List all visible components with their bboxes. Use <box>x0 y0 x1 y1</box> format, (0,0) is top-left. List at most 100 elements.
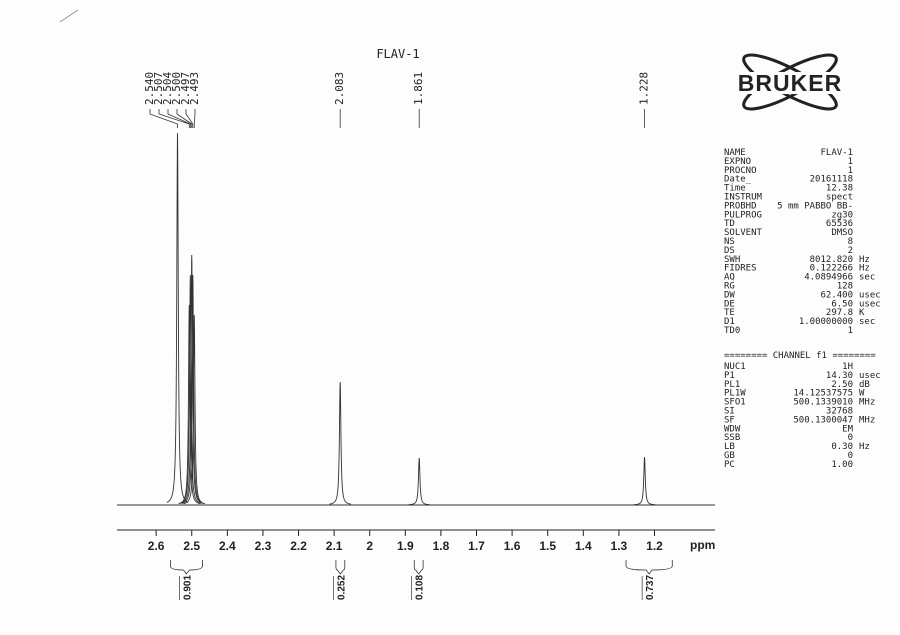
param-name: AQ <box>724 273 735 283</box>
pen-stroke <box>59 9 79 23</box>
param-value: 1.00 <box>831 460 853 470</box>
param-name: SOLVENT <box>724 228 763 238</box>
param-value: 500.1300047 <box>793 415 853 425</box>
param-unit: usec <box>859 371 881 381</box>
peak-label: 2.083 <box>333 72 346 105</box>
peak-label: 1.228 <box>638 72 651 105</box>
param-name: TE <box>724 308 735 318</box>
integral-bracket <box>169 560 203 575</box>
param-value: 128 <box>837 282 853 292</box>
param-name: LB <box>724 442 735 452</box>
param-value: 8 <box>848 237 853 247</box>
param-value: 6.50 <box>831 299 853 309</box>
param-value: 1 <box>848 166 853 176</box>
param-unit: Hz <box>859 264 870 274</box>
integral-value: 0.901 <box>182 575 193 600</box>
param-value: 0 <box>848 433 853 443</box>
param-name: EXPNO <box>724 157 751 167</box>
param-name: PC <box>724 460 735 470</box>
param-name: PROCNO <box>724 166 757 176</box>
param-unit: MHz <box>859 398 875 408</box>
x-tick-label: 2.4 <box>219 539 236 553</box>
integral-value: 0.252 <box>336 575 347 600</box>
peak-label: 2.493 <box>188 72 201 105</box>
integral-bracket <box>335 560 346 575</box>
param-name: TD <box>724 219 735 229</box>
param-value: 2.50 <box>831 380 853 390</box>
param-name: SWH <box>724 255 740 265</box>
peak-label: 1.861 <box>412 72 425 105</box>
x-tick-label: 1.4 <box>575 539 592 553</box>
x-tick-label: 1.3 <box>611 539 628 553</box>
param-name: DW <box>724 290 735 300</box>
param-value: 1H <box>842 362 853 372</box>
peak <box>329 381 351 505</box>
x-tick-label: 1.9 <box>397 539 414 553</box>
param-name: RG <box>724 282 735 292</box>
param-value: 0.122266 <box>810 264 853 274</box>
integral-bracket <box>413 560 424 575</box>
param-value: 1 <box>848 157 853 167</box>
channel-header: ======== CHANNEL f1 ======== <box>724 351 876 361</box>
peak-label-leader <box>185 109 194 128</box>
param-name: GB <box>724 451 735 461</box>
param-unit: MHz <box>859 415 875 425</box>
param-unit: dB <box>859 380 870 390</box>
param-name: SFO1 <box>724 398 746 408</box>
param-name: SI <box>724 407 735 417</box>
x-tick-label: 2.3 <box>255 539 272 553</box>
logo-text: BRUKER <box>738 70 842 96</box>
param-unit: usec <box>859 299 881 309</box>
x-tick-label: 1.6 <box>504 539 521 553</box>
param-name: NS <box>724 237 735 247</box>
peak-label-leader <box>193 109 196 128</box>
peak-label: 2.540 <box>143 72 156 105</box>
param-value: 8012.820 <box>810 255 853 265</box>
x-tick-label: 2 <box>366 539 373 553</box>
param-value: zg30 <box>831 210 853 220</box>
bruker-logo: BRUKER <box>722 53 858 111</box>
x-tick-label: 1.8 <box>433 539 450 553</box>
param-name: SSB <box>724 433 740 443</box>
param-value: FLAV-1 <box>820 148 853 158</box>
param-name: SF <box>724 415 735 425</box>
x-tick-label: 2.1 <box>326 539 343 553</box>
param-value: 0.30 <box>831 442 853 452</box>
peak <box>183 314 206 505</box>
param-name: FIDRES <box>724 264 757 274</box>
param-value: spect <box>826 193 853 203</box>
x-tick-label: 2.2 <box>290 539 307 553</box>
param-name: D1 <box>724 317 735 327</box>
peak <box>633 456 656 506</box>
x-axis-label: ppm <box>690 538 715 552</box>
param-name: PULPROG <box>724 210 762 220</box>
param-unit: usec <box>859 290 881 300</box>
param-name: NUC1 <box>724 362 746 372</box>
param-value: 5 mm PABBO BB- <box>777 201 853 211</box>
param-name: TD0 <box>724 326 740 336</box>
param-unit: Hz <box>859 255 870 265</box>
logo-band <box>722 72 858 94</box>
param-unit: sec <box>859 317 875 327</box>
param-unit: W <box>859 389 865 399</box>
x-tick-label: 1.5 <box>539 539 556 553</box>
param-value: 1.00000000 <box>799 317 853 327</box>
peak-label: 2.500 <box>170 72 183 105</box>
x-tick-label: 1.7 <box>468 539 485 553</box>
peak-label: 2.497 <box>179 72 192 105</box>
param-name: NAME <box>724 148 746 158</box>
peak <box>180 254 203 504</box>
param-value: 1 <box>848 326 853 336</box>
param-name: Date_ <box>724 175 752 185</box>
x-tick-label: 1.2 <box>646 539 663 553</box>
param-value: 14.30 <box>826 371 853 381</box>
integral-value: 0.737 <box>645 575 656 600</box>
param-value: 2 <box>848 246 853 256</box>
param-name: PROBHD <box>724 201 757 211</box>
param-name: DE <box>724 299 735 309</box>
param-name: PL1W <box>724 389 746 399</box>
param-value: 4.0894966 <box>804 273 853 283</box>
param-value: 0 <box>848 451 853 461</box>
